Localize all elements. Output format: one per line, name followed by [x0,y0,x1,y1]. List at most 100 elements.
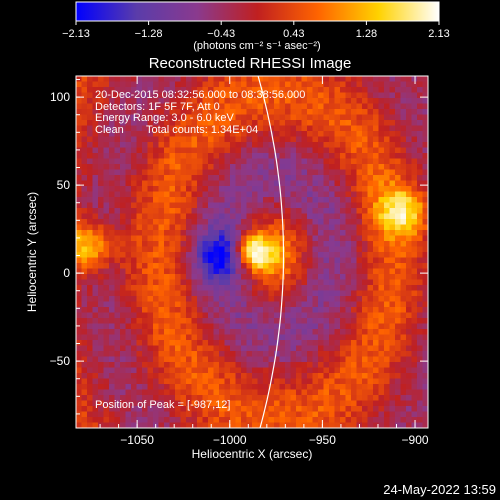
heatmap-cell [422,362,428,368]
heatmap-cell [285,312,291,319]
heatmap-cell [389,307,396,313]
heatmap-cell [191,230,198,236]
heatmap-cell [296,197,302,203]
heatmap-cell [81,153,88,159]
heatmap-cell [389,87,396,93]
heatmap-cell [142,147,148,154]
heatmap-cell [301,164,308,170]
heatmap-cell [164,219,170,225]
heatmap-cell [422,395,428,401]
heatmap-cell [373,169,379,176]
heatmap-cell [120,268,126,275]
heatmap-cell [400,290,407,297]
heatmap-cell [180,120,187,126]
heatmap-cell [213,329,220,335]
heatmap-cell [241,147,247,154]
heatmap-cell [103,252,110,258]
heatmap-cell [224,257,231,264]
heatmap-cell [417,202,423,209]
heatmap-cell [400,389,407,396]
heatmap-cell [268,263,275,269]
heatmap-cell [422,191,428,198]
heatmap-cell [169,395,176,401]
heatmap-cell [307,340,313,346]
heatmap-cell [224,158,231,165]
heatmap-cell [373,417,379,423]
heatmap-cell [268,197,275,203]
heatmap-cell [147,422,154,428]
heatmap-cell [230,389,236,396]
y-tick-label: 50 [57,178,71,192]
heatmap-cell [125,109,132,115]
heatmap-cell [92,362,99,368]
heatmap-cell [406,246,412,253]
heatmap-cell [356,373,363,379]
heatmap-cell [367,307,374,313]
heatmap-cell [180,312,187,319]
heatmap-cell [158,367,165,374]
heatmap-cell [329,356,335,363]
heatmap-cell [92,87,99,93]
heatmap-cell [279,263,286,269]
heatmap-cell [241,318,247,324]
heatmap-cell [76,131,82,137]
heatmap-cell [131,125,137,132]
heatmap-cell [329,164,335,170]
heatmap-cell [400,329,407,335]
heatmap-cell [378,219,385,225]
heatmap-cell [296,345,302,352]
heatmap-cell [76,345,82,352]
heatmap-cell [120,263,126,269]
heatmap-cell [356,219,363,225]
heatmap-cell [142,103,148,110]
heatmap-cell [202,241,209,247]
heatmap-cell [202,131,209,137]
heatmap-cell [197,153,203,159]
heatmap-cell [103,202,110,209]
heatmap-cell [411,279,418,286]
heatmap-cell [389,246,396,253]
heatmap-cell [285,351,291,357]
heatmap-cell [219,252,225,258]
heatmap-cell [329,307,335,313]
heatmap-cell [351,103,357,110]
heatmap-cell [109,76,115,82]
heatmap-cell [285,263,291,269]
heatmap-cell [290,131,297,137]
heatmap-cell [197,334,203,341]
heatmap-cell [224,356,231,363]
heatmap-cell [81,81,88,88]
heatmap-cell [395,378,401,385]
heatmap-cell [191,263,198,269]
heatmap-cell [197,378,203,385]
heatmap-cell [186,406,192,412]
heatmap-cell [120,213,126,220]
heatmap-cell [411,323,418,330]
heatmap-cell [274,367,280,374]
heatmap-cell [279,373,286,379]
heatmap-cell [367,378,374,385]
heatmap-cell [230,263,236,269]
heatmap-cell [131,285,137,291]
heatmap-cell [307,81,313,88]
heatmap-cell [263,169,269,176]
heatmap-cell [301,114,308,121]
heatmap-cell [351,202,357,209]
heatmap-cell [103,158,110,165]
heatmap-cell [219,285,225,291]
heatmap-cell [147,208,154,214]
heatmap-cell [197,417,203,423]
heatmap-cell [81,274,88,280]
heatmap-cell [285,213,291,220]
heatmap-cell [131,175,137,181]
heatmap-cell [345,334,352,341]
heatmap-cell [125,241,132,247]
heatmap-cell [395,384,401,390]
heatmap-cell [230,301,236,308]
heatmap-cell [334,142,341,148]
heatmap-cell [219,246,225,253]
heatmap-cell [186,411,192,418]
heatmap-cell [307,142,313,148]
heatmap-cell [406,274,412,280]
heatmap-cell [263,323,269,330]
